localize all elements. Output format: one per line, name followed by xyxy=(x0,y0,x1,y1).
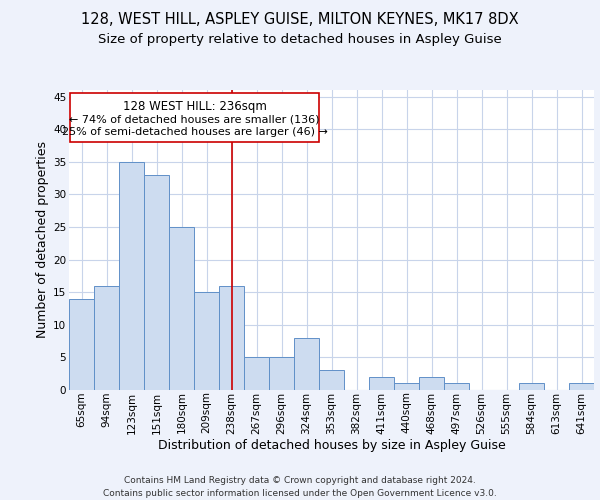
Bar xyxy=(394,384,419,390)
Text: Size of property relative to detached houses in Aspley Guise: Size of property relative to detached ho… xyxy=(98,32,502,46)
Bar xyxy=(169,227,194,390)
Bar xyxy=(144,175,169,390)
X-axis label: Distribution of detached houses by size in Aspley Guise: Distribution of detached houses by size … xyxy=(158,439,505,452)
Text: Contains public sector information licensed under the Open Government Licence v3: Contains public sector information licen… xyxy=(103,489,497,498)
Bar xyxy=(519,384,544,390)
Bar xyxy=(219,286,244,390)
Bar xyxy=(419,377,444,390)
Text: Contains HM Land Registry data © Crown copyright and database right 2024.: Contains HM Land Registry data © Crown c… xyxy=(124,476,476,485)
Text: 128 WEST HILL: 236sqm: 128 WEST HILL: 236sqm xyxy=(122,100,266,113)
Text: 128, WEST HILL, ASPLEY GUISE, MILTON KEYNES, MK17 8DX: 128, WEST HILL, ASPLEY GUISE, MILTON KEY… xyxy=(81,12,519,28)
Bar xyxy=(319,370,344,390)
Text: ← 74% of detached houses are smaller (136): ← 74% of detached houses are smaller (13… xyxy=(70,114,320,124)
FancyBboxPatch shape xyxy=(70,94,319,142)
Bar xyxy=(569,384,594,390)
Bar xyxy=(244,358,269,390)
Y-axis label: Number of detached properties: Number of detached properties xyxy=(36,142,49,338)
Bar xyxy=(269,358,294,390)
Bar xyxy=(94,286,119,390)
Bar xyxy=(69,298,94,390)
Bar xyxy=(369,377,394,390)
Bar xyxy=(294,338,319,390)
Text: 25% of semi-detached houses are larger (46) →: 25% of semi-detached houses are larger (… xyxy=(62,127,328,137)
Bar xyxy=(119,162,144,390)
Bar xyxy=(444,384,469,390)
Bar xyxy=(194,292,219,390)
